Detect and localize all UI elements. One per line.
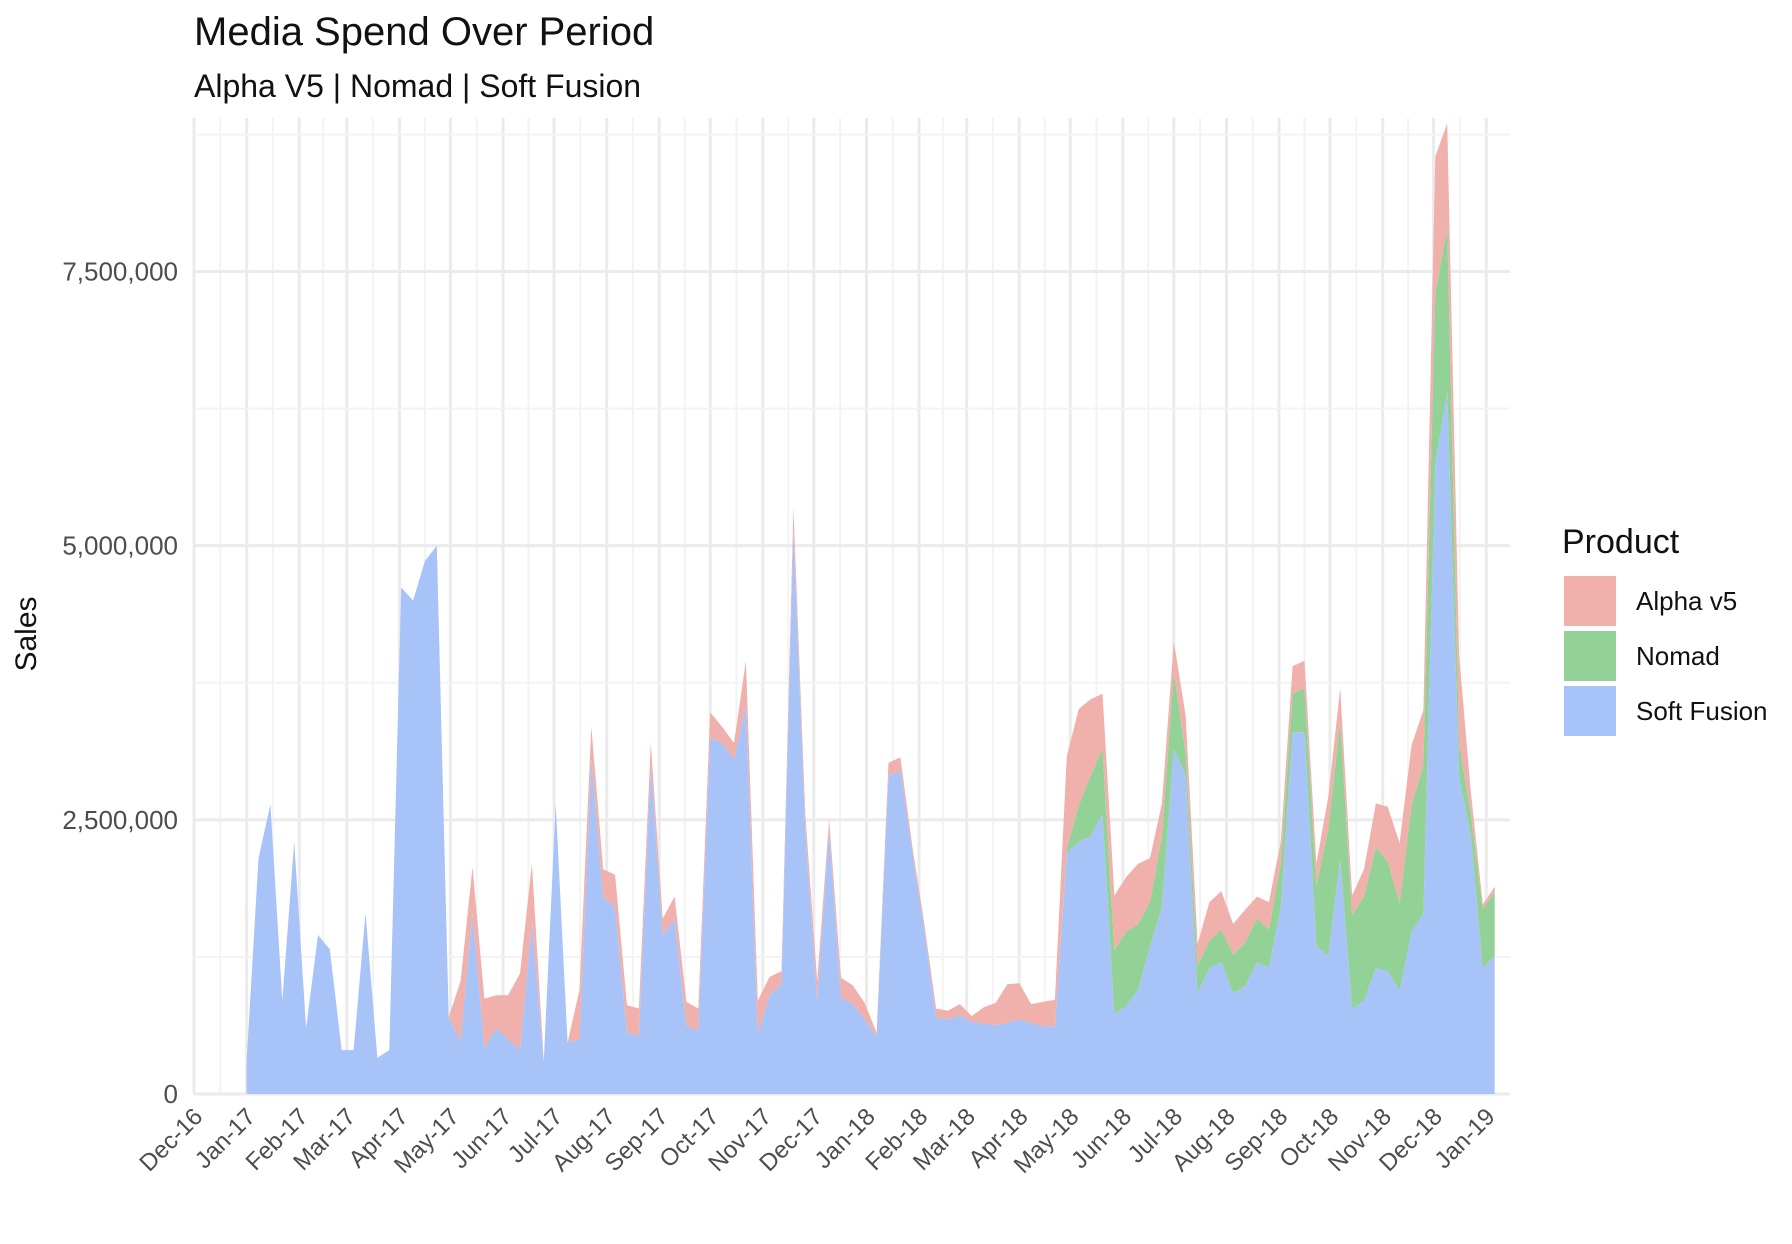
legend: Product Alpha v5 Nomad Soft Fusion (1562, 523, 1768, 736)
y-tick-label: 2,500,000 (62, 805, 178, 835)
stacked-areas (246, 123, 1495, 1094)
legend-label: Alpha v5 (1636, 586, 1737, 616)
legend-swatch (1564, 631, 1616, 681)
y-axis-ticks: 0 2,500,000 5,000,000 7,500,000 (62, 257, 178, 1109)
y-tick-label: 7,500,000 (62, 257, 178, 287)
legend-swatch (1564, 576, 1616, 626)
chart-subtitle: Alpha V5 | Nomad | Soft Fusion (194, 68, 642, 104)
x-tick-label: Dec-16 (134, 1103, 208, 1177)
area-soft-fusion (246, 392, 1495, 1094)
y-axis-label: Sales (10, 596, 43, 671)
x-tick-label: Jan-19 (1429, 1103, 1500, 1174)
area-nomad (246, 227, 1495, 1062)
y-tick-label: 0 (164, 1079, 178, 1109)
legend-swatch (1564, 686, 1616, 736)
y-tick-label: 5,000,000 (62, 531, 178, 561)
x-tick-label: Jun-18 (1066, 1103, 1137, 1174)
chart-title: Media Spend Over Period (194, 10, 655, 54)
legend-label: Soft Fusion (1636, 696, 1768, 726)
x-tick-label: Jun-17 (446, 1103, 517, 1174)
x-axis-ticks: Dec-16Jan-17Feb-17Mar-17Apr-17May-17Jun-… (134, 1103, 1500, 1179)
legend-label: Nomad (1636, 641, 1720, 671)
legend-title: Product (1562, 523, 1680, 561)
